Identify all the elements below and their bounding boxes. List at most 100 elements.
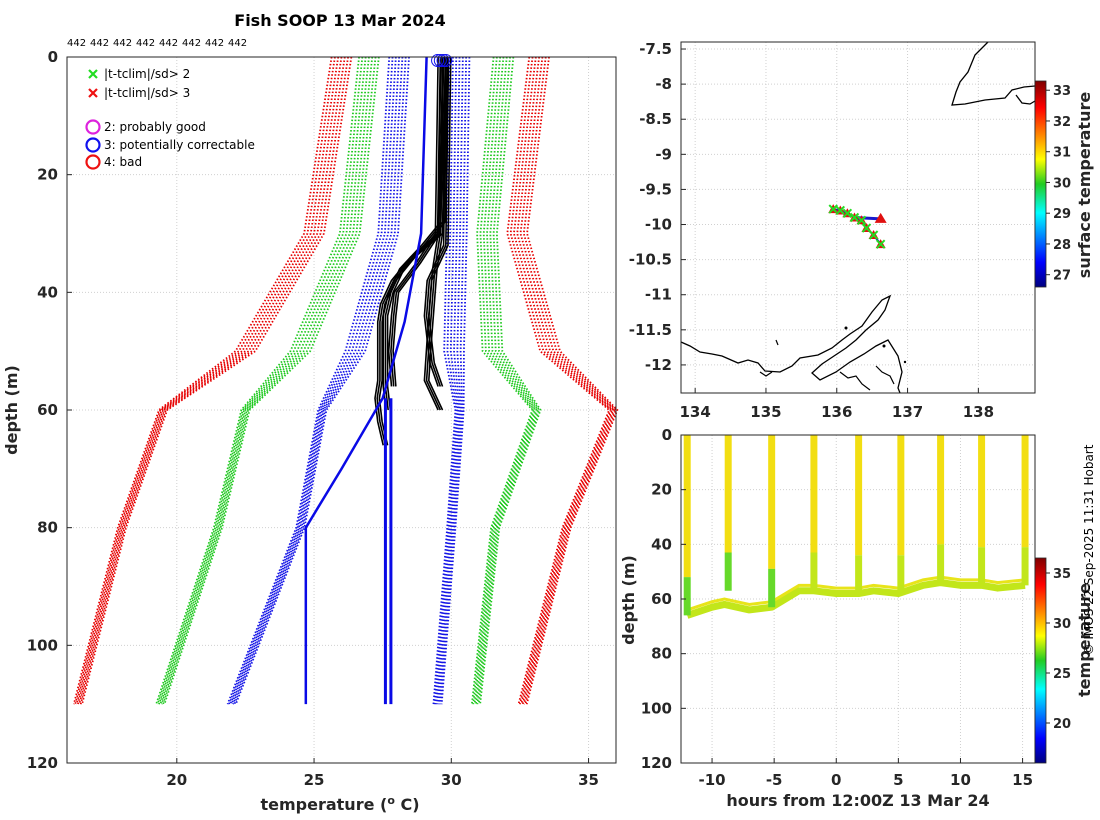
map-track-points: [828, 204, 887, 249]
map-colorbar-tick-label: 30: [1053, 176, 1071, 191]
section-ytick-label: 0: [662, 426, 672, 444]
section-ylabel: depth (m): [619, 555, 638, 645]
climatology-line: [436, 56, 461, 705]
map-ytick-label: -8.5: [639, 110, 672, 128]
map-point-cross: [842, 208, 853, 218]
measured-profile-line: [387, 56, 439, 387]
section-colorbar-tick-label: 30: [1053, 617, 1071, 632]
climatology-line: [155, 56, 360, 705]
profile-ylabel: depth (m): [2, 365, 21, 455]
section-ytick-label: 20: [651, 481, 672, 499]
climatology-line: [525, 56, 619, 705]
climatology-line: [75, 56, 340, 705]
climatology-line: [158, 56, 367, 705]
climatology-line: [516, 56, 615, 705]
section-xtick-label: 0: [831, 771, 841, 789]
legend-marker-circle: [85, 137, 101, 153]
climatology-line: [77, 56, 343, 705]
section-ytick-label: 60: [651, 590, 672, 608]
credit-text: © IMOS 22-Sep-2025 11:31 Hobart: [1082, 444, 1096, 655]
map-ytick-label: -7.5: [639, 40, 672, 58]
climatology-line: [470, 56, 534, 705]
map-colorbar: [1034, 80, 1047, 288]
map-point-cross: [856, 215, 867, 226]
map-colorbar-tick-label: 27: [1053, 269, 1071, 284]
profile-axes-background: [67, 57, 616, 763]
section-xtick-label: -5: [766, 771, 783, 789]
climatology-line: [472, 56, 535, 705]
map-colorbar-tick-label: 33: [1053, 84, 1071, 99]
map-colorbar-tick-label: 28: [1053, 238, 1071, 253]
profile-xtick-label: 20: [166, 771, 187, 789]
count-label: 442: [90, 38, 109, 49]
map-ytick-label: -11: [645, 286, 672, 304]
surface-flag-circle: [439, 54, 453, 68]
climatology-line: [163, 56, 380, 705]
map-end-marker: [874, 212, 887, 223]
map-ticks: 134 135 136 137 138 -7.5 -8 -8.5 -9 -9.5 -10 -10.5 -…: [629, 40, 994, 421]
map-ytick-label: -12: [645, 356, 672, 374]
map-ytick-label: -10.5: [629, 251, 672, 269]
measured-profile-line: [427, 56, 449, 411]
count-label: 442: [182, 38, 201, 49]
climatology-line: [156, 56, 364, 705]
surface-flag-circle: [433, 54, 447, 68]
profile-ytick-label: 20: [37, 166, 58, 184]
map-point-cross: [828, 204, 838, 214]
section-colorbar-tick-label: 35: [1053, 567, 1071, 582]
count-label: 442: [136, 38, 155, 49]
count-label: 442: [159, 38, 178, 49]
section-panel: -10 -5 0 5 10 15 0 20 40 60 80 100 120 hours from 12…: [619, 426, 1094, 810]
legend-marker-x: [88, 88, 98, 98]
map-point-cross: [875, 239, 886, 249]
profile-ytick-label: 0: [48, 48, 58, 66]
measured-profiles: [374, 56, 452, 446]
surface-flag-circle: [436, 54, 450, 68]
legend-label: |t-tclim|/sd> 2: [104, 67, 190, 81]
section-data: [683, 435, 1029, 619]
surface-flag-circles: [431, 54, 453, 68]
climatology-line: [79, 56, 349, 705]
climatology-line: [476, 56, 539, 705]
climatology-line: [522, 56, 618, 705]
count-labels: 442 442 442 442 442 442 442 442: [67, 38, 247, 49]
map-colorbar-tick-label: 32: [1053, 115, 1071, 130]
legend-marker-circle: [85, 119, 101, 135]
map-xtick-label: 135: [750, 403, 781, 421]
section-xtick-label: -10: [698, 771, 725, 789]
profile-xlabel: temperature (o C): [260, 794, 419, 814]
climatology-line: [479, 56, 542, 705]
climatology-line: [160, 56, 374, 705]
legend-marker-x: [88, 69, 98, 79]
legend-label: |t-tclim|/sd> 3: [104, 86, 190, 100]
map-ytick-label: -9.5: [639, 180, 672, 198]
profile-xtick-label: 25: [304, 771, 325, 789]
section-colorbar-tick-label: 20: [1053, 717, 1071, 732]
count-label: 442: [113, 38, 132, 49]
climatology-line: [230, 56, 401, 705]
section-ytick-label: 100: [641, 699, 672, 717]
count-label: 442: [205, 38, 224, 49]
climatology-line: [433, 56, 458, 705]
flagged-profile-line: [304, 56, 428, 705]
section-colorbar-ticks: 20 25 30 35: [1046, 567, 1071, 732]
profile-xtick-label: 35: [578, 771, 599, 789]
profile-ytick-label: 60: [37, 401, 58, 419]
map-xtick-label: 134: [680, 403, 711, 421]
climatology-line: [228, 56, 394, 705]
climatology-line: [435, 56, 460, 705]
climatology-line: [226, 56, 391, 705]
map-grid: [681, 42, 1035, 393]
map-xtick-label: 137: [892, 403, 923, 421]
profile-xtick-label: 30: [441, 771, 462, 789]
measured-profile-line: [425, 56, 447, 411]
climatology-line: [159, 56, 370, 705]
climatology-line: [477, 56, 541, 705]
section-xtick-label: 15: [1012, 771, 1033, 789]
profile-ticks: 20 25 30 35 0 20 40 60 80 100 120: [27, 48, 599, 789]
legend-label: 3: potentially correctable: [104, 138, 255, 152]
climatology-line: [432, 56, 457, 705]
measured-profile-line: [423, 56, 448, 387]
map-colorbar-ticks: 27 28 29 30 31 32 33: [1046, 84, 1071, 284]
